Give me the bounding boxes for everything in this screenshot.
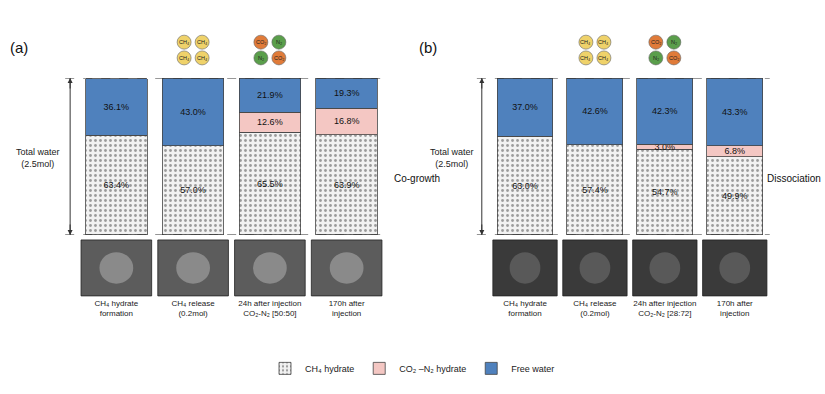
svg-text:43.0%: 43.0% [180, 107, 206, 117]
svg-text:24h after injectionCO₂-N₂ [28:: 24h after injectionCO₂-N₂ [28:72] [633, 299, 696, 318]
svg-text:16.8%: 16.8% [334, 116, 360, 126]
svg-text:Total water(2.5mol): Total water(2.5mol) [430, 147, 474, 169]
svg-text:CH₄: CH₄ [580, 39, 591, 45]
svg-text:(b): (b) [419, 39, 437, 56]
svg-text:3.0%: 3.0% [655, 142, 676, 152]
svg-text:CH₄: CH₄ [598, 39, 609, 45]
svg-text:CO₂: CO₂ [274, 55, 284, 61]
svg-text:170h afterinjection: 170h afterinjection [717, 299, 753, 318]
svg-text:42.3%: 42.3% [652, 106, 678, 116]
svg-text:N₂: N₂ [276, 39, 282, 45]
svg-text:(a): (a) [10, 39, 28, 56]
svg-text:CO₂ –N₂ hydrate: CO₂ –N₂ hydrate [399, 364, 466, 374]
svg-text:CH₄ hydrateformation: CH₄ hydrateformation [503, 299, 547, 318]
svg-text:CH₄: CH₄ [598, 55, 609, 61]
svg-text:CO₂: CO₂ [669, 55, 679, 61]
svg-text:CH₄ hydrateformation: CH₄ hydrateformation [94, 299, 138, 318]
svg-text:Co-growth: Co-growth [394, 173, 440, 184]
svg-text:CH₄: CH₄ [179, 55, 190, 61]
svg-text:54.7%: 54.7% [652, 187, 678, 197]
svg-text:N₂: N₂ [258, 55, 264, 61]
svg-text:CH₄: CH₄ [580, 55, 591, 61]
svg-text:63.9%: 63.9% [334, 180, 360, 190]
svg-text:12.6%: 12.6% [257, 117, 283, 127]
svg-text:63.0%: 63.0% [512, 181, 538, 191]
svg-text:Free water: Free water [511, 364, 554, 374]
svg-text:Total water(2.5mol): Total water(2.5mol) [16, 147, 60, 169]
svg-text:CH₄: CH₄ [197, 55, 208, 61]
svg-text:43.3%: 43.3% [722, 107, 748, 117]
svg-text:CH₄ hydrate: CH₄ hydrate [305, 364, 354, 374]
svg-text:6.8%: 6.8% [725, 146, 746, 156]
svg-text:49.9%: 49.9% [722, 191, 748, 201]
svg-text:CO₂: CO₂ [256, 39, 266, 45]
svg-text:N₂: N₂ [671, 39, 677, 45]
svg-text:63.4%: 63.4% [104, 180, 130, 190]
svg-text:Dissociation: Dissociation [767, 173, 821, 184]
svg-text:57.0%: 57.0% [180, 185, 206, 195]
svg-text:CO₂: CO₂ [651, 39, 661, 45]
svg-text:57.4%: 57.4% [582, 185, 608, 195]
svg-text:19.3%: 19.3% [334, 88, 360, 98]
svg-text:24h after injectionCO₂-N₂ [50:: 24h after injectionCO₂-N₂ [50:50] [238, 299, 301, 318]
svg-text:CH₄: CH₄ [179, 39, 190, 45]
svg-text:36.1%: 36.1% [104, 102, 130, 112]
svg-text:CH₄: CH₄ [197, 39, 208, 45]
svg-text:42.6%: 42.6% [582, 106, 608, 116]
svg-text:65.5%: 65.5% [257, 179, 283, 189]
svg-text:N₂: N₂ [653, 55, 659, 61]
svg-text:37.0%: 37.0% [512, 102, 538, 112]
svg-text:21.9%: 21.9% [257, 90, 283, 100]
svg-text:CH₄ release(0.2mol): CH₄ release(0.2mol) [171, 299, 215, 318]
svg-text:CH₄ release(0.2mol): CH₄ release(0.2mol) [573, 299, 617, 318]
svg-text:170h afterinjection: 170h afterinjection [329, 299, 365, 318]
